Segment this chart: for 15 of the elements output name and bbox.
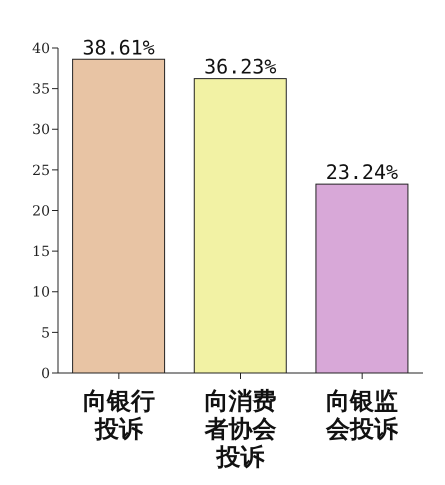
y-tick-label: 15 — [32, 244, 50, 260]
y-tick-label: 25 — [32, 162, 50, 179]
y-tick-label: 40 — [32, 40, 50, 57]
x-tick-label: 向消费者协会投诉 — [204, 387, 276, 471]
data-label: 36.23% — [204, 54, 276, 79]
x-tick-label: 向银行投诉 — [82, 387, 155, 443]
data-label: 23.24% — [326, 160, 398, 184]
y-tick-label: 30 — [32, 122, 50, 138]
y-tick-label: 20 — [32, 203, 50, 220]
y-tick-label: 0 — [41, 366, 50, 382]
data-label: 38.61% — [82, 35, 155, 60]
y-tick-label: 5 — [41, 325, 50, 342]
y-tick-label: 10 — [32, 284, 50, 301]
y-tick-label: 35 — [32, 82, 50, 98]
x-tick-label: 向银监会投诉 — [325, 387, 400, 443]
